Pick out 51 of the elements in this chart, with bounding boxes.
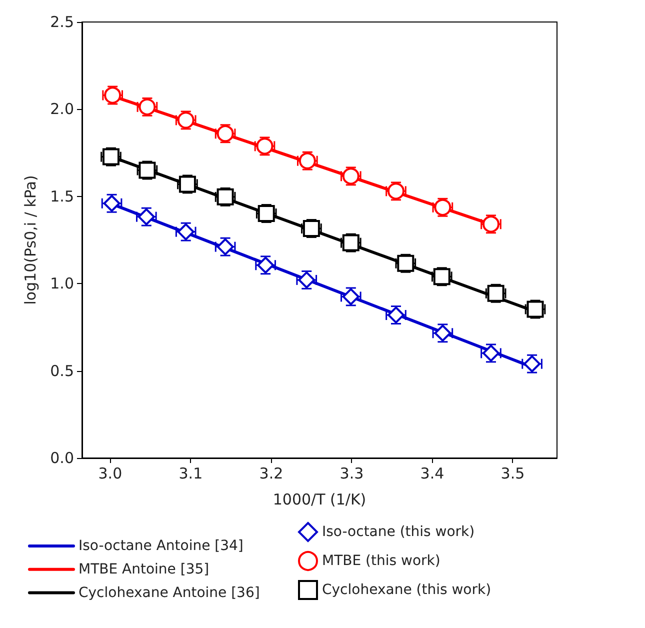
point	[388, 182, 404, 200]
point	[298, 271, 316, 288]
point	[298, 152, 316, 170]
x-tick-label: 3.3	[340, 464, 364, 482]
y-tick-label: 1.0	[50, 274, 74, 293]
x-tick-label: 3.2	[259, 464, 284, 482]
point	[104, 86, 122, 104]
point	[138, 162, 156, 179]
point	[342, 168, 360, 185]
y-axis-title: log10(Ps0,i / kPa)	[22, 175, 40, 305]
point	[138, 98, 156, 116]
point	[256, 138, 274, 155]
legend-label: Cyclohexane (this work)	[322, 582, 492, 598]
point	[257, 256, 274, 274]
point	[216, 125, 234, 142]
y-tick-label: 0.5	[50, 362, 74, 380]
x-tick-label: 3.0	[98, 464, 122, 482]
point	[434, 198, 452, 216]
y-tick-label: 2.0	[50, 100, 74, 118]
x-tick-label: 3.1	[178, 464, 203, 482]
y-tick-label: 1.5	[50, 187, 74, 206]
point	[397, 254, 414, 272]
legend-label: MTBE Antoine [35]	[78, 561, 210, 578]
point	[482, 344, 500, 362]
point	[216, 238, 234, 256]
point	[177, 223, 194, 240]
point	[178, 176, 196, 193]
point	[433, 268, 450, 286]
point	[216, 188, 234, 206]
x-axis-title: 1000/T (1/K)	[272, 490, 366, 508]
point	[487, 284, 504, 302]
y-tick-label: 2.5	[50, 13, 74, 31]
point	[302, 220, 320, 237]
legend-label: MTBE (this work)	[322, 553, 440, 569]
point	[138, 208, 155, 226]
x-tick-label: 3.4	[420, 464, 444, 482]
point	[102, 148, 120, 166]
point	[103, 194, 120, 212]
point	[342, 234, 360, 252]
legend-label: Cyclohexane Antoine [36]	[78, 584, 260, 601]
point	[177, 112, 194, 129]
point	[434, 324, 452, 342]
point	[387, 306, 404, 324]
legend-label: Iso-octane Antoine [34]	[78, 538, 244, 554]
point	[524, 355, 541, 372]
point	[526, 300, 544, 318]
point	[342, 288, 360, 306]
x-tick-label: 3.5	[500, 464, 525, 482]
legend-label: Iso-octane (this work)	[322, 524, 475, 540]
point	[258, 204, 275, 222]
y-tick-label: 0.0	[50, 449, 74, 467]
